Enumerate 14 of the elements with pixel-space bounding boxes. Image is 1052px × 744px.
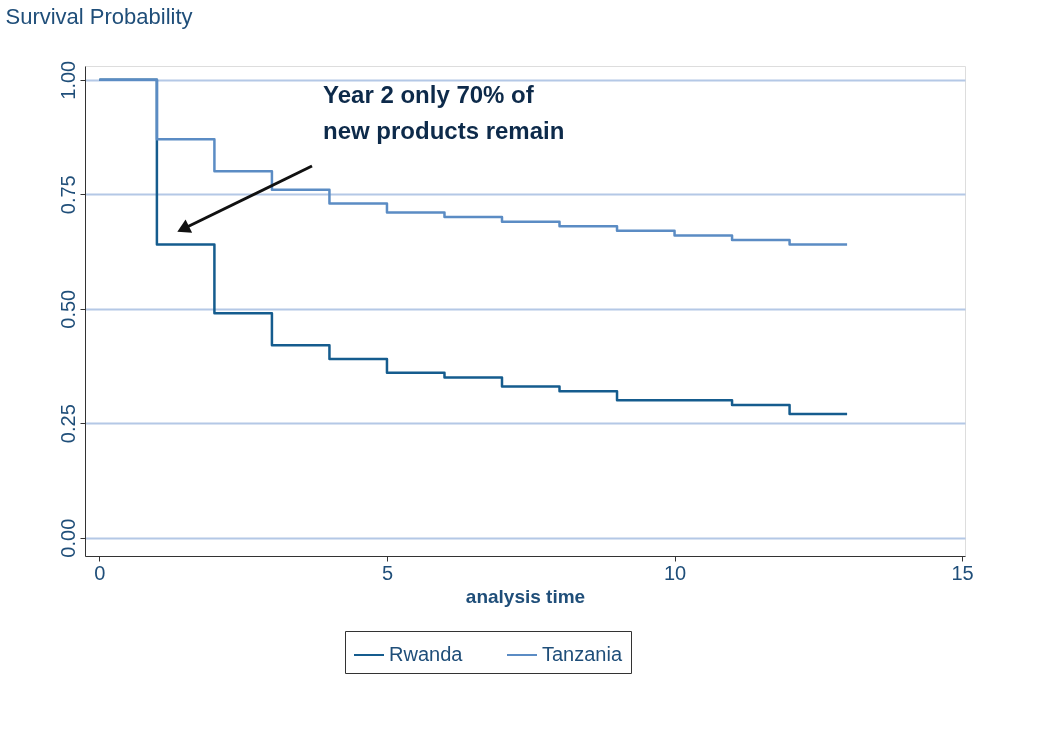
legend-label: Rwanda xyxy=(389,643,464,665)
x-axis-title: analysis time xyxy=(465,585,586,607)
y-tick-label: 0.25 xyxy=(56,404,79,444)
y-tick-label: 0.00 xyxy=(56,518,79,558)
y-tick-label: 1.00 xyxy=(56,60,79,100)
annotation: Year 2 only 70% of new products remain xyxy=(323,81,565,144)
y-tick-label: 0.50 xyxy=(56,289,79,329)
legend-label: Tanzania xyxy=(542,643,623,665)
x-tick-label: 0 xyxy=(94,561,106,584)
x-tick-label: 5 xyxy=(381,561,394,584)
y-tick-label: 0.75 xyxy=(56,175,79,215)
y-axis-title: Survival Probability xyxy=(5,3,193,29)
x-tick-label: 15 xyxy=(951,561,974,584)
x-tick-label: 10 xyxy=(663,561,687,584)
